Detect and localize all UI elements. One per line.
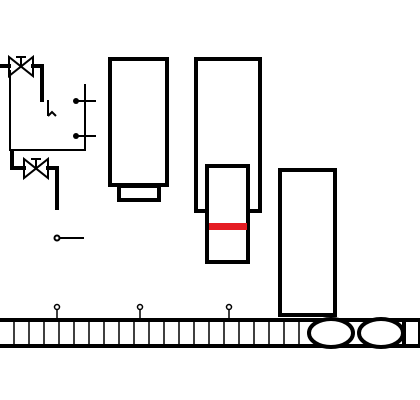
- conveyor-roller-left[interactable]: [309, 319, 353, 347]
- switch-contacts-icon[interactable]: [73, 98, 79, 139]
- control-frame: [10, 70, 96, 150]
- conveyor-slats: [14, 322, 299, 344]
- conveyor-sensor-pin-icon[interactable]: [55, 305, 60, 319]
- conveyor-sensor-pin-icon[interactable]: [138, 305, 143, 319]
- bottom-valve-inlet-pipe: [12, 152, 24, 168]
- bottom-valve-assembly: [12, 152, 57, 208]
- dispenser-unit[interactable]: [207, 166, 248, 262]
- conveyor-belt[interactable]: [0, 305, 420, 348]
- bottom-valve-icon[interactable]: [24, 159, 48, 178]
- conveyor-sensor-pin-icon[interactable]: [227, 305, 232, 319]
- dispenser-indicator-bar: [209, 223, 247, 230]
- bottom-valve-outlet-pipe: [48, 168, 57, 208]
- conveyor-sensors: [55, 305, 232, 319]
- right-tank[interactable]: [280, 170, 335, 315]
- conveyor-roller-right[interactable]: [359, 319, 403, 347]
- sensor-probe-icon[interactable]: [55, 236, 85, 241]
- conveyor-end-cap: [404, 320, 420, 346]
- top-valve-icon[interactable]: [9, 57, 33, 76]
- left-tank[interactable]: [110, 59, 167, 200]
- top-valve-assembly: [0, 57, 42, 100]
